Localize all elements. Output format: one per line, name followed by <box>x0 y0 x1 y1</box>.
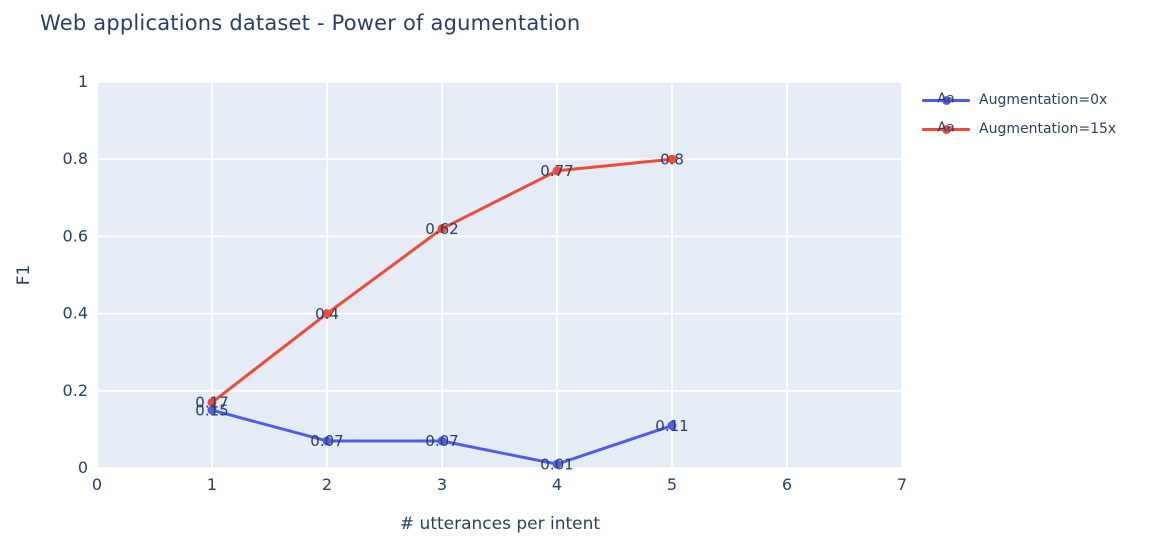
y-tick-label: 0.4 <box>63 304 88 323</box>
x-tick-label: 5 <box>667 475 677 494</box>
x-tick-label: 3 <box>437 475 447 494</box>
legend-text-sample: Aa <box>937 90 955 107</box>
y-tick-label: 0.6 <box>63 226 88 245</box>
legend-sample-line-blue: Aa <box>922 91 970 109</box>
x-tick-label: 7 <box>897 475 907 494</box>
x-tick-label: 4 <box>552 475 562 494</box>
legend-item-augmentation-15x[interactable]: Aa Augmentation=15x <box>922 118 1116 140</box>
x-axis-title: # utterances per intent <box>400 514 600 534</box>
data-point-marker <box>437 436 447 446</box>
x-tick-label: 6 <box>782 475 792 494</box>
y-axis-title: F1 <box>14 265 34 286</box>
legend-label: Augmentation=0x <box>979 92 1108 108</box>
legend-marker-icon <box>941 95 951 105</box>
y-tick-label: 0.2 <box>63 381 88 400</box>
legend-sample-line-red: Aa <box>922 120 970 138</box>
legend: Aa Augmentation=0x Aa Augmentation=15x <box>922 89 1116 140</box>
data-point-label: 0.17 <box>195 394 228 412</box>
data-point-marker <box>552 166 562 176</box>
data-point-marker <box>207 405 217 415</box>
plot-layer: 0 1 2 3 4 5 6 7 0 0.2 0.4 0.6 0.8 1 0.15 0.07 0.07 0.01 0.… <box>63 72 908 494</box>
legend-label: Augmentation=15x <box>979 121 1117 137</box>
y-tick-label: 1 <box>78 72 88 91</box>
legend-item-augmentation-0x[interactable]: Aa Augmentation=0x <box>922 89 1116 111</box>
data-point-marker <box>552 459 562 469</box>
data-point-marker <box>667 421 677 431</box>
data-point-label: 0.8 <box>660 150 684 168</box>
data-point-marker <box>207 397 217 407</box>
x-tick-label: 0 <box>92 475 102 494</box>
data-point-label: 0.01 <box>540 455 573 473</box>
x-tick-label: 2 <box>322 475 332 494</box>
data-point-label: 0.07 <box>310 432 343 450</box>
data-point-marker <box>667 154 677 164</box>
x-tick-label: 1 <box>207 475 217 494</box>
y-tick-label: 0 <box>78 458 88 477</box>
legend-text-sample: Aa <box>937 119 955 136</box>
data-point-marker <box>322 309 332 319</box>
data-point-label: 0.62 <box>425 220 458 238</box>
legend-marker-icon <box>941 124 951 134</box>
data-point-label: 0.77 <box>540 162 573 180</box>
data-point-label: 0.11 <box>655 417 688 435</box>
data-point-label: 0.15 <box>195 401 228 419</box>
data-point-marker <box>322 436 332 446</box>
chart-title: Web applications dataset - Power of agum… <box>40 11 581 35</box>
data-point-label: 0.4 <box>315 305 339 323</box>
y-tick-label: 0.8 <box>63 149 88 168</box>
data-point-marker <box>437 224 447 234</box>
data-point-label: 0.07 <box>425 432 458 450</box>
plot-background <box>97 82 902 468</box>
